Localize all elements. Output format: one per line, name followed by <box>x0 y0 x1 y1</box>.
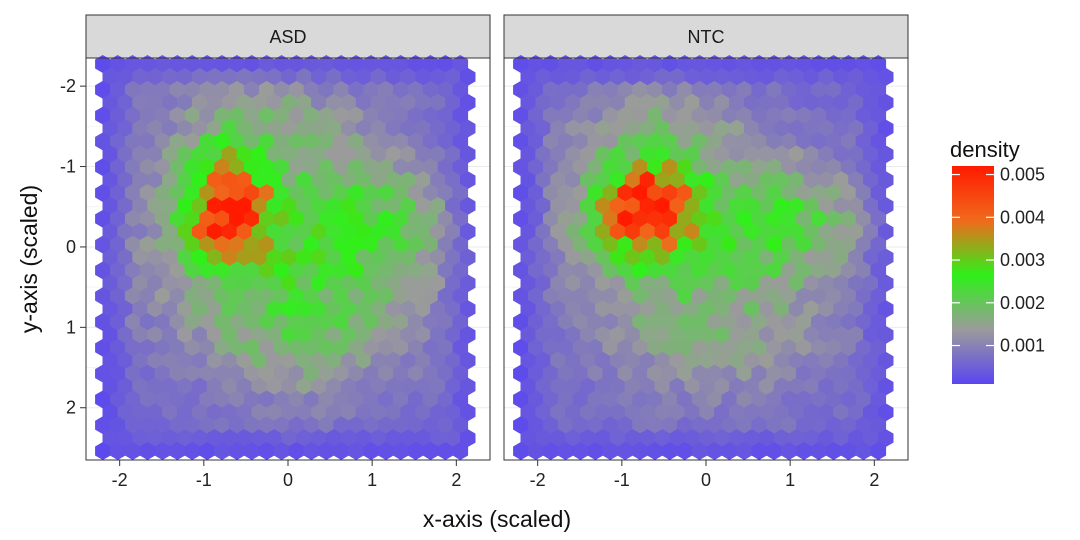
y-axis-title: y-axis (scaled) <box>16 185 42 333</box>
legend-tick-label: 0.002 <box>1000 293 1045 313</box>
x-axis-title: x-axis (scaled) <box>423 506 571 532</box>
x-axis-asd: -2 -1 0 1 2 <box>112 460 461 490</box>
x-tick-label: -1 <box>196 470 212 490</box>
y-tick-label: 1 <box>66 317 76 337</box>
x-tick-label: 0 <box>283 470 293 490</box>
x-tick-label: 2 <box>451 470 461 490</box>
legend-tick-label: 0.003 <box>1000 250 1045 270</box>
x-tick-label: 2 <box>869 470 879 490</box>
legend-tick-label: 0.001 <box>1000 336 1045 356</box>
y-axis: -2 -1 0 1 2 <box>60 76 86 418</box>
x-tick-label: 0 <box>701 470 711 490</box>
x-tick-label: -2 <box>530 470 546 490</box>
facet-ntc: NTC <box>503 14 909 461</box>
x-axis-ntc: -2 -1 0 1 2 <box>530 460 879 490</box>
legend-colorbar <box>952 166 994 384</box>
x-tick-label: -1 <box>614 470 630 490</box>
facet-asd-strip-label: ASD <box>269 27 306 47</box>
facet-asd: ASD <box>85 14 491 461</box>
facet-asd-strip <box>85 14 491 59</box>
facet-asd-hexbins <box>95 55 476 460</box>
legend-tick-label: 0.004 <box>1000 207 1045 227</box>
y-tick-label: 2 <box>66 398 76 418</box>
y-tick-label: 0 <box>66 237 76 257</box>
legend-ticks: 0.001 0.002 0.003 0.004 0.005 <box>952 165 1045 356</box>
x-tick-label: -2 <box>112 470 128 490</box>
x-tick-label: 1 <box>367 470 377 490</box>
facet-ntc-strip-label: NTC <box>688 27 725 47</box>
y-tick-label: -1 <box>60 157 76 177</box>
facet-ntc-hexbins <box>513 55 894 460</box>
legend-title: density <box>950 137 1020 162</box>
y-tick-label: -2 <box>60 76 76 96</box>
x-tick-label: 1 <box>785 470 795 490</box>
legend-tick-label: 0.005 <box>1000 165 1045 185</box>
legend: density 0.001 0.002 0.003 0.004 0.005 <box>950 137 1045 384</box>
